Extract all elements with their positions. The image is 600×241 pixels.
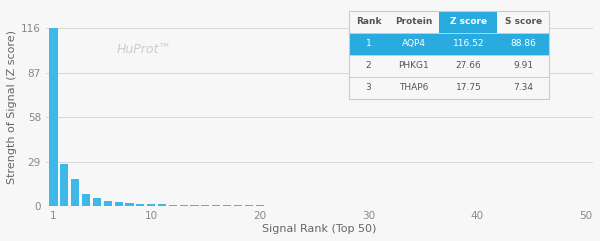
Text: AQP4: AQP4 — [401, 40, 425, 48]
Bar — [386, 206, 394, 207]
Text: 3: 3 — [365, 83, 371, 93]
Bar — [212, 205, 220, 207]
Bar — [343, 206, 350, 207]
Bar — [440, 206, 448, 207]
Bar — [364, 206, 373, 207]
Bar — [407, 206, 416, 207]
Bar — [82, 194, 90, 207]
Bar — [147, 204, 155, 207]
Bar — [136, 204, 145, 207]
Text: 116.52: 116.52 — [453, 40, 484, 48]
Text: 88.86: 88.86 — [511, 40, 536, 48]
Bar — [49, 28, 58, 207]
Bar — [234, 205, 242, 207]
Bar — [115, 202, 122, 207]
Text: 27.66: 27.66 — [455, 61, 481, 70]
Bar — [494, 206, 503, 207]
Bar — [549, 206, 557, 207]
Bar — [375, 206, 383, 207]
Text: Z score: Z score — [450, 17, 487, 27]
Bar — [223, 205, 231, 207]
Text: S score: S score — [505, 17, 542, 27]
Bar — [288, 206, 296, 207]
Bar — [158, 204, 166, 207]
Bar — [418, 206, 427, 207]
Bar — [321, 206, 329, 207]
Text: THAP6: THAP6 — [399, 83, 428, 93]
Bar — [484, 206, 492, 207]
Bar — [256, 206, 264, 207]
Bar — [202, 205, 209, 207]
Bar — [179, 205, 188, 207]
Bar — [277, 206, 286, 207]
Bar — [266, 206, 275, 207]
Bar — [93, 198, 101, 207]
Bar — [527, 206, 535, 207]
Bar — [299, 206, 307, 207]
Bar — [169, 205, 177, 207]
Bar — [473, 206, 481, 207]
Bar — [397, 206, 405, 207]
Text: PHKG1: PHKG1 — [398, 61, 429, 70]
Text: 17.75: 17.75 — [455, 83, 481, 93]
Bar — [451, 206, 459, 207]
Text: Protein: Protein — [395, 17, 432, 27]
Text: 2: 2 — [365, 61, 371, 70]
Bar — [353, 206, 361, 207]
Bar — [538, 206, 546, 207]
Bar — [430, 206, 437, 207]
Bar — [190, 205, 199, 207]
Bar — [505, 206, 514, 207]
Bar — [71, 179, 79, 207]
Text: HuProt™: HuProt™ — [117, 43, 172, 56]
Bar — [125, 203, 134, 207]
Bar — [104, 201, 112, 207]
Text: 7.34: 7.34 — [514, 83, 533, 93]
Bar — [245, 205, 253, 207]
Bar — [516, 206, 524, 207]
Bar — [462, 206, 470, 207]
Bar — [332, 206, 340, 207]
Bar — [60, 164, 68, 207]
Y-axis label: Strength of Signal (Z score): Strength of Signal (Z score) — [7, 30, 17, 184]
Text: 1: 1 — [365, 40, 371, 48]
Text: Rank: Rank — [356, 17, 381, 27]
X-axis label: Signal Rank (Top 50): Signal Rank (Top 50) — [262, 224, 377, 234]
Text: 9.91: 9.91 — [514, 61, 533, 70]
Bar — [560, 206, 568, 207]
Bar — [310, 206, 318, 207]
